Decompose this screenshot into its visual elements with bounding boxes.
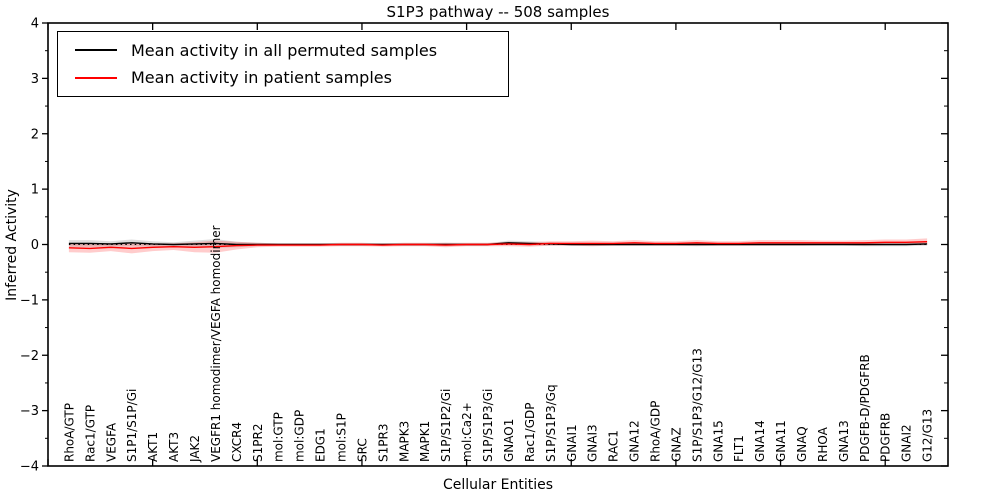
- y-tick-label: −4: [20, 460, 39, 475]
- x-tick-label: EDG1: [314, 428, 328, 462]
- y-tick-label: −1: [20, 293, 39, 308]
- x-tick-label: FLT1: [732, 435, 746, 462]
- legend: Mean activity in all permuted samples Me…: [57, 31, 509, 97]
- x-tick-label: PDGFRB: [879, 413, 893, 462]
- x-tick-label: RhoA/GDP: [648, 401, 662, 462]
- y-tick-label: 4: [31, 17, 39, 32]
- x-tick-label: GNA14: [753, 420, 767, 462]
- x-tick-label: GNAO1: [502, 419, 516, 462]
- x-tick-label: PDGFB-D/PDGFRB: [858, 354, 872, 462]
- x-tick-label: Rac1/GTP: [83, 405, 97, 462]
- x-tick-label: S1P/S1P3/Gi: [481, 389, 495, 462]
- y-tick-label: 3: [31, 72, 39, 87]
- x-tick-label: SRC: [355, 438, 369, 462]
- x-tick-label: AKT1: [146, 432, 160, 462]
- x-tick-label: G12/G13: [921, 409, 935, 462]
- x-tick-label: VEGFA: [104, 422, 118, 462]
- x-tick-label: Rac1/GDP: [523, 403, 537, 462]
- x-tick-label: JAK2: [188, 435, 202, 463]
- line-series-1: [68, 241, 928, 250]
- y-axis-label: Inferred Activity: [4, 189, 20, 301]
- x-tick-label: GNAI1: [565, 424, 579, 462]
- x-tick-label: S1P/S1P3/G12/G13: [690, 348, 704, 462]
- x-tick-label: S1PR3: [376, 424, 390, 462]
- x-tick-label: MAPK1: [418, 421, 432, 462]
- x-tick-label: mol:GDP: [293, 410, 307, 462]
- x-tick-label: GNAI3: [586, 424, 600, 462]
- y-tick-label: 2: [31, 127, 39, 142]
- x-tick-label: mol:S1P: [335, 413, 349, 462]
- x-tick-label: mol:Ca2+: [460, 402, 474, 462]
- y-tick-label: 1: [31, 183, 39, 198]
- x-tick-label: GNAI2: [900, 424, 914, 462]
- legend-label: Mean activity in patient samples: [131, 68, 392, 88]
- x-tick-label: S1PR2: [251, 424, 265, 462]
- x-tick-label: S1P/S1P2/Gi: [439, 389, 453, 462]
- x-tick-label: GNA13: [837, 420, 851, 462]
- x-tick-label: GNA15: [711, 420, 725, 462]
- x-tick-label: GNAZ: [669, 427, 683, 462]
- x-tick-label: RHOA: [816, 426, 830, 462]
- x-tick-label: mol:GTP: [272, 412, 286, 462]
- band-series-1: [68, 238, 928, 254]
- x-tick-label: MAPK3: [397, 421, 411, 462]
- x-tick-label: CXCR4: [230, 422, 244, 462]
- legend-line-sample-red: [75, 76, 117, 79]
- x-tick-label: GNA11: [774, 420, 788, 462]
- x-tick-label: VEGFR1 homodimer/VEGFA homodimer: [209, 225, 223, 462]
- legend-line-sample-black: [75, 49, 117, 52]
- x-tick-label: S1P1/S1P/Gi: [125, 389, 139, 462]
- x-tick-label: GNA12: [628, 420, 642, 462]
- x-tick-label: RhoA/GTP: [62, 403, 76, 462]
- legend-label: Mean activity in all permuted samples: [131, 40, 438, 60]
- x-axis-label: Cellular Entities: [442, 477, 554, 493]
- x-tick-label: RAC1: [607, 430, 621, 462]
- legend-entry-patient: Mean activity in patient samples: [58, 68, 508, 87]
- y-tick-label: 0: [31, 238, 39, 253]
- legend-entry-permuted: Mean activity in all permuted samples: [58, 41, 508, 60]
- x-tick-label: GNAQ: [795, 426, 809, 462]
- y-tick-label: −3: [20, 404, 39, 419]
- x-tick-label: AKT3: [167, 432, 181, 462]
- y-tick-label: −2: [20, 349, 39, 364]
- x-tick-label: S1P/S1P3/Gq: [544, 384, 558, 462]
- chart-title: S1P3 pathway -- 508 samples: [386, 3, 610, 21]
